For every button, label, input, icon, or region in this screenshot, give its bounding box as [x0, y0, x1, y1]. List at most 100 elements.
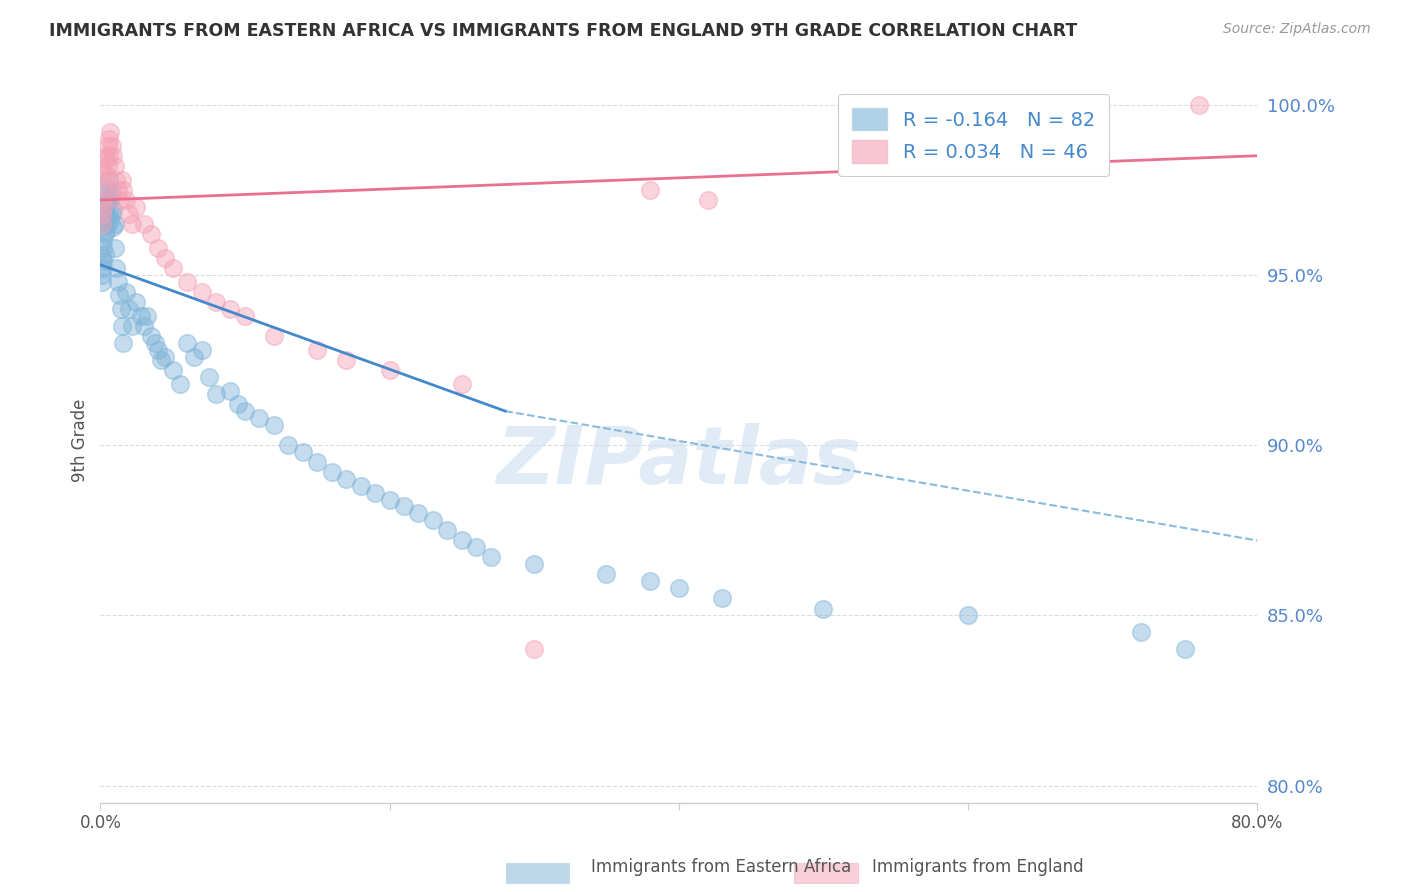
Point	[150, 353, 173, 368]
Point	[148, 241, 170, 255]
Point	[108, 193, 131, 207]
Point	[98, 132, 121, 146]
Point	[219, 384, 242, 398]
Point	[125, 200, 148, 214]
Point	[98, 206, 121, 220]
Point	[1174, 642, 1197, 657]
Point	[143, 336, 166, 351]
Point	[155, 251, 177, 265]
Point	[132, 318, 155, 333]
Point	[205, 295, 228, 310]
Point	[91, 183, 114, 197]
Point	[176, 275, 198, 289]
Point	[638, 183, 661, 197]
Point	[422, 513, 444, 527]
Point	[90, 268, 112, 282]
Point	[94, 200, 117, 214]
Point	[93, 247, 115, 261]
Point	[392, 500, 415, 514]
Point	[112, 336, 135, 351]
Point	[97, 217, 120, 231]
Point	[335, 472, 357, 486]
Point	[1188, 97, 1211, 112]
Point	[711, 591, 734, 606]
Point	[450, 376, 472, 391]
Point	[94, 224, 117, 238]
Point	[98, 172, 121, 186]
Point	[103, 220, 125, 235]
Point	[307, 343, 329, 357]
Point	[408, 506, 430, 520]
Point	[523, 558, 546, 572]
Text: Immigrants from England: Immigrants from England	[872, 858, 1084, 876]
Point	[97, 138, 120, 153]
Point	[335, 353, 357, 368]
Point	[139, 227, 162, 241]
Point	[93, 149, 115, 163]
Point	[233, 404, 256, 418]
Point	[94, 210, 117, 224]
Point	[183, 350, 205, 364]
Point	[226, 397, 249, 411]
Point	[100, 193, 122, 207]
Point	[291, 445, 314, 459]
Point	[169, 376, 191, 391]
Point	[129, 309, 152, 323]
Point	[103, 149, 125, 163]
Point	[162, 363, 184, 377]
Point	[91, 241, 114, 255]
Point	[118, 206, 141, 220]
Point	[364, 485, 387, 500]
Point	[91, 200, 114, 214]
Point	[97, 183, 120, 197]
Point	[956, 608, 979, 623]
Point	[197, 370, 219, 384]
Point	[247, 410, 270, 425]
Point	[94, 152, 117, 166]
Point	[105, 261, 128, 276]
Point	[190, 285, 212, 299]
Point	[135, 309, 157, 323]
Point	[155, 350, 177, 364]
Point	[98, 186, 121, 201]
Point	[90, 275, 112, 289]
Point	[595, 567, 617, 582]
Point	[105, 172, 128, 186]
Text: Immigrants from Eastern Africa: Immigrants from Eastern Africa	[591, 858, 851, 876]
Text: Source: ZipAtlas.com: Source: ZipAtlas.com	[1223, 22, 1371, 37]
Point	[101, 186, 124, 201]
Point	[263, 417, 285, 432]
Point	[98, 149, 121, 163]
Point	[101, 138, 124, 153]
Point	[93, 166, 115, 180]
Point	[696, 193, 718, 207]
Point	[148, 343, 170, 357]
Point	[139, 329, 162, 343]
Point	[813, 601, 835, 615]
Text: ZIPatlas: ZIPatlas	[496, 423, 862, 500]
Point	[176, 336, 198, 351]
Point	[436, 523, 458, 537]
Point	[479, 550, 502, 565]
Point	[91, 234, 114, 248]
Point	[378, 363, 401, 377]
Point	[132, 217, 155, 231]
Point	[668, 581, 690, 595]
Point	[263, 329, 285, 343]
Point	[162, 261, 184, 276]
Point	[110, 301, 132, 316]
Point	[100, 125, 122, 139]
Point	[90, 206, 112, 220]
Text: IMMIGRANTS FROM EASTERN AFRICA VS IMMIGRANTS FROM ENGLAND 9TH GRADE CORRELATION : IMMIGRANTS FROM EASTERN AFRICA VS IMMIGR…	[49, 22, 1077, 40]
Point	[349, 479, 371, 493]
Point	[219, 301, 242, 316]
Point	[100, 213, 122, 227]
Point	[1130, 625, 1153, 640]
Point	[111, 172, 134, 186]
Point	[97, 193, 120, 207]
Point	[107, 183, 129, 197]
Point	[378, 492, 401, 507]
Point	[190, 343, 212, 357]
Point	[93, 206, 115, 220]
Point	[104, 159, 127, 173]
